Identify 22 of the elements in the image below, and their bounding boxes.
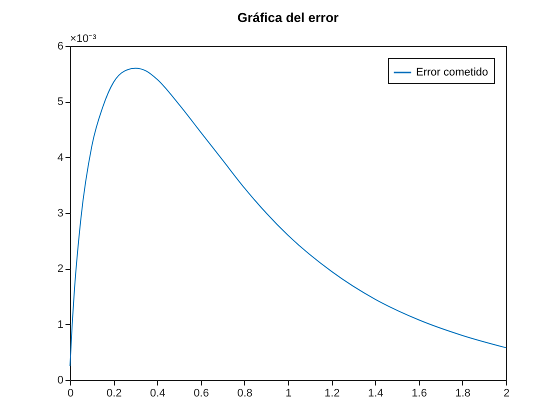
y-tick-label: 3 <box>57 208 64 220</box>
x-tick-label: 1.2 <box>324 388 340 400</box>
y-tick-label: 4 <box>57 152 64 164</box>
x-tick-label: 0.4 <box>150 388 166 400</box>
line-series <box>70 68 506 367</box>
x-tick-label: 1.8 <box>455 388 471 400</box>
x-tick-label: 2 <box>503 388 510 400</box>
y-tick-label: 6 <box>57 40 64 52</box>
x-tick-label: 0.8 <box>237 388 253 400</box>
x-tick-label: 0 <box>67 388 74 400</box>
y-tick-label: 2 <box>57 263 64 276</box>
x-tick-label: 1 <box>285 388 292 400</box>
x-tick-label: 0.2 <box>106 388 122 400</box>
x-tick-label: 1.4 <box>368 388 384 400</box>
legend-label: Error cometido <box>416 66 488 78</box>
y-tick-label: 1 <box>57 318 64 331</box>
chart-title: Gráfica del error <box>237 10 339 25</box>
y-tick-label: 0 <box>57 374 64 386</box>
y-tick-label: 5 <box>57 96 64 108</box>
text: ×10⁻³ <box>70 33 97 45</box>
x-tick-label: 1.6 <box>412 388 427 400</box>
x-tick-label: 0.6 <box>194 388 209 400</box>
